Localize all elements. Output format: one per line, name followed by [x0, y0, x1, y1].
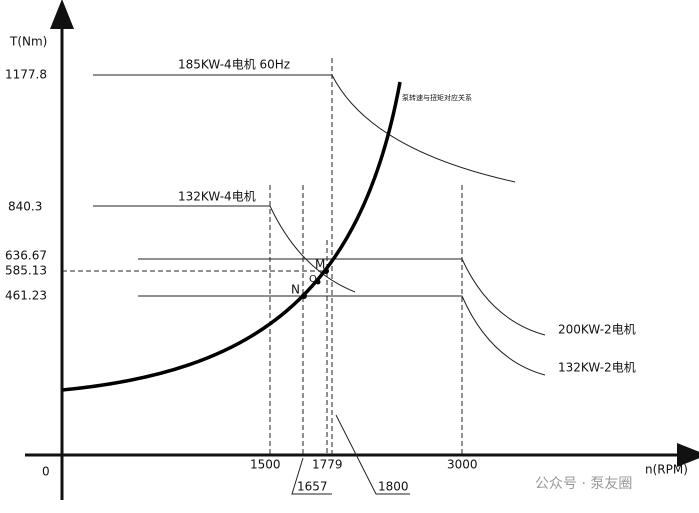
- x-callout: 1800: [378, 480, 409, 494]
- watermark: 公众号 · 泵友圈: [535, 476, 632, 492]
- x-tick: 1500: [250, 458, 281, 472]
- motor-curves: [93, 74, 546, 376]
- guides: [62, 58, 463, 455]
- x-tick: 3000: [447, 458, 478, 472]
- x-callout: 1657: [297, 480, 328, 494]
- leader: [335, 414, 410, 495]
- y-tick: 461.23: [5, 289, 47, 303]
- curve-label: 200KW-2电机: [558, 323, 636, 337]
- pump-curve: [61, 81, 402, 392]
- point-label: Q: [309, 274, 317, 285]
- y-label: T(Nm): [9, 35, 47, 49]
- y-tick: 636.67: [5, 249, 47, 263]
- leader: [291, 457, 332, 495]
- origin: 0: [42, 465, 50, 479]
- y-tick: 840.3: [8, 200, 42, 214]
- points: [301, 268, 329, 299]
- point-label: M: [315, 258, 325, 272]
- point-label: N: [291, 283, 300, 297]
- y-tick: 585.13: [5, 264, 47, 278]
- curve-label: 132KW-2电机: [558, 361, 636, 375]
- y-tick: 1177.8: [5, 68, 47, 82]
- curve-label: 132KW-4电机: [178, 190, 256, 204]
- x-tick: 1779: [312, 458, 343, 472]
- x-label: n(RPM): [645, 463, 688, 477]
- curve-label: 185KW-4电机 60Hz: [178, 58, 290, 72]
- curve-label: 泵转速与扭矩对应关系: [402, 93, 472, 102]
